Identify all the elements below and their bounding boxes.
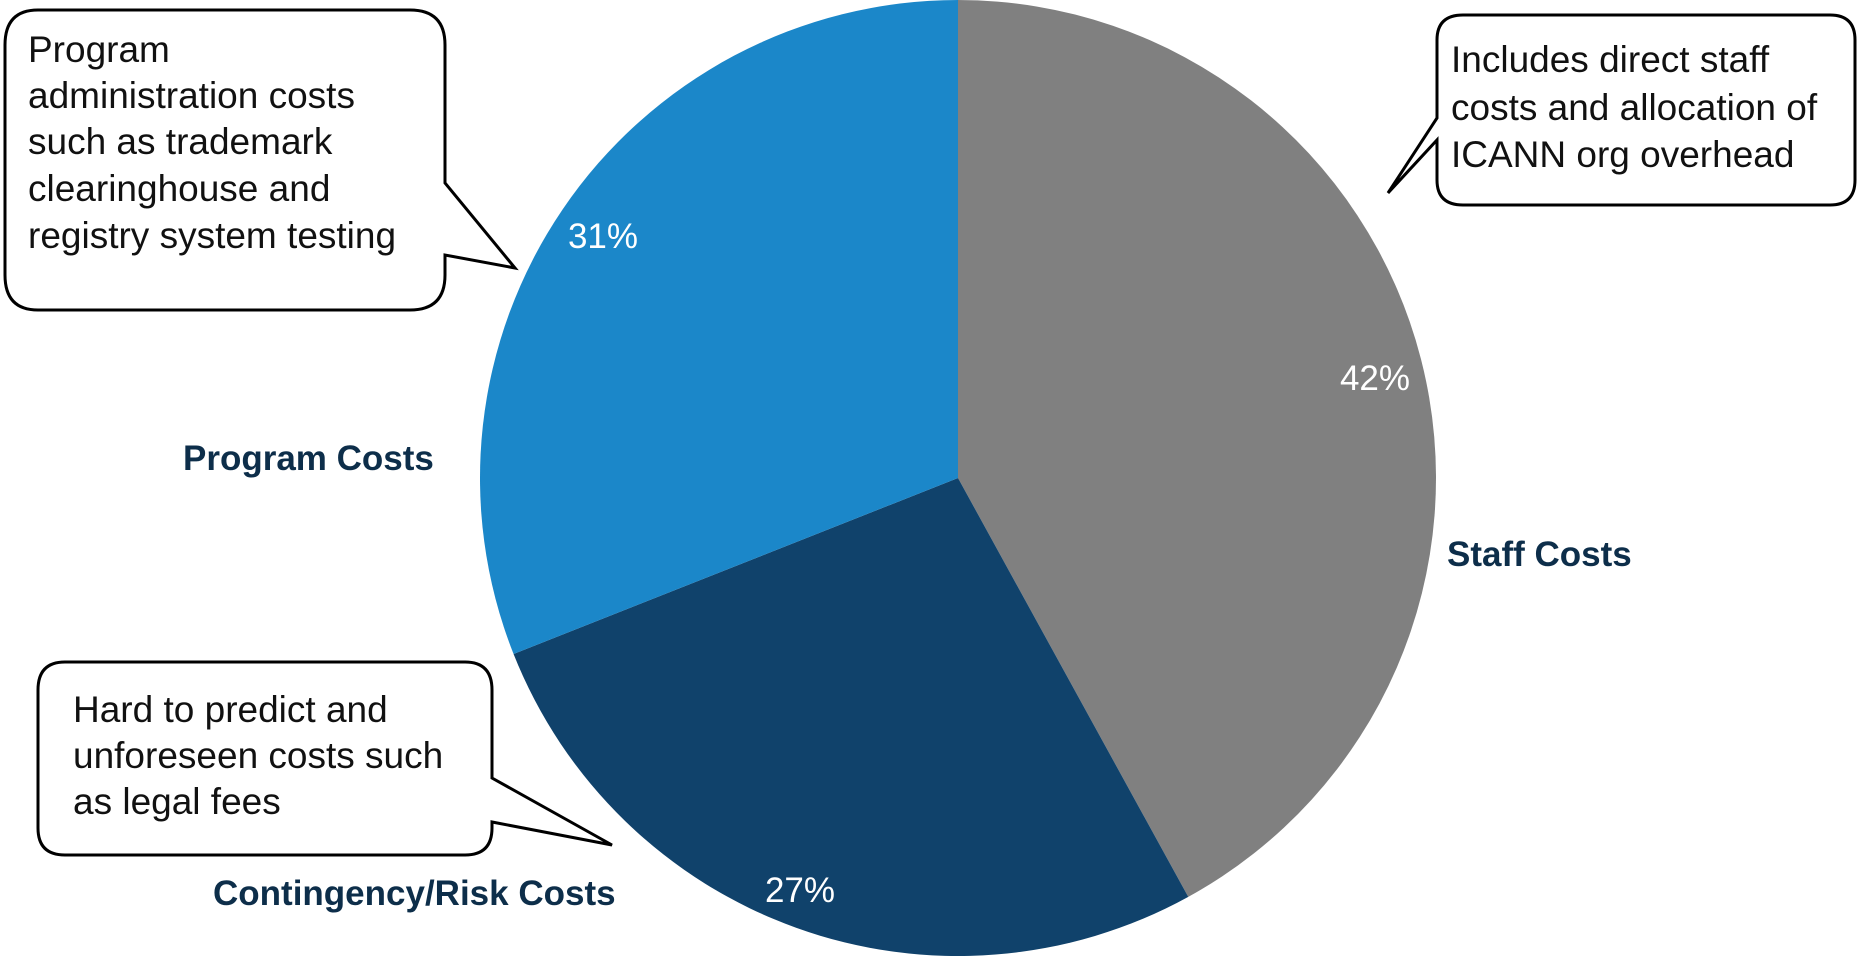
category-label-program: Program Costs: [183, 439, 434, 478]
callout-program-line-3: such as trademark: [28, 121, 333, 162]
callout-program-line-5: registry system testing: [28, 215, 396, 256]
callout-staff-line-2: costs and allocation of: [1451, 87, 1818, 128]
slice-value-label-staff: 42%: [1340, 359, 1410, 398]
callout-staff-line-1: Includes direct staff: [1451, 39, 1770, 80]
slice-value-label-program: 31%: [568, 217, 638, 256]
callout-contingency: Hard to predict and unforeseen costs suc…: [38, 662, 612, 855]
callout-contingency-line-1: Hard to predict and: [73, 689, 388, 730]
callout-program-line-2: administration costs: [28, 75, 355, 116]
callout-staff: Includes direct staff costs and allocati…: [1388, 15, 1855, 205]
callout-contingency-line-2: unforeseen costs such: [73, 735, 443, 776]
category-label-staff: Staff Costs: [1447, 535, 1632, 574]
callout-staff-line-3: ICANN org overhead: [1451, 134, 1794, 175]
callout-program-line-1: Program: [28, 29, 170, 70]
category-label-contingency: Contingency/Risk Costs: [213, 874, 616, 913]
slice-value-label-contingency: 27%: [765, 871, 835, 910]
callout-contingency-line-3: as legal fees: [73, 781, 281, 822]
callout-program-line-4: clearinghouse and: [28, 168, 330, 209]
callout-program: Program administration costs such as tra…: [5, 10, 515, 310]
pie-slices: [480, 0, 1436, 956]
